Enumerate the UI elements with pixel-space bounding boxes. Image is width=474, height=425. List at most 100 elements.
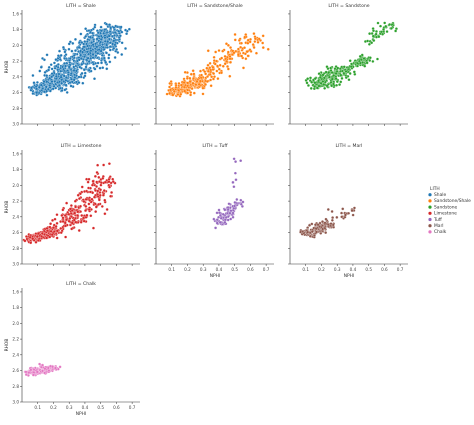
data-point [105, 51, 108, 55]
data-point [48, 84, 52, 88]
data-point [358, 54, 362, 58]
data-point [91, 31, 95, 35]
scatter-points [165, 32, 270, 98]
data-point [108, 48, 112, 52]
data-point [336, 66, 340, 70]
y-axis-label: RHOB [4, 201, 10, 214]
data-point [191, 81, 195, 85]
data-point [76, 193, 80, 197]
data-point [43, 70, 47, 74]
x-tick-label: 0.6 [381, 267, 388, 272]
data-point [48, 225, 52, 229]
x-tick-label: 0.7 [263, 267, 270, 272]
data-point [42, 80, 46, 84]
data-point [217, 208, 221, 212]
data-point [228, 57, 232, 61]
x-tick-label: 0.6 [113, 405, 120, 410]
data-point [351, 213, 355, 217]
data-point [223, 62, 227, 66]
data-point [252, 46, 256, 50]
data-point [220, 71, 223, 75]
data-point [108, 185, 111, 189]
data-point [215, 211, 219, 215]
data-point [347, 78, 351, 82]
data-point [74, 220, 78, 224]
data-point [35, 87, 38, 91]
x-tick-label: 0.4 [350, 267, 357, 272]
data-point [67, 42, 71, 46]
data-point [100, 204, 104, 208]
x-tick-label: 0.4 [216, 267, 223, 272]
data-point [165, 92, 169, 96]
data-point [112, 46, 116, 50]
data-point [323, 221, 327, 225]
data-point [81, 81, 85, 85]
data-point [332, 74, 336, 77]
data-point [172, 89, 176, 93]
facet-panel-sandstone: LITH = Sandstone [288, 3, 408, 126]
legend-marker [428, 217, 432, 222]
data-point [51, 226, 55, 230]
data-point [340, 211, 344, 215]
data-point [323, 86, 327, 90]
data-point [99, 37, 103, 41]
data-point [82, 45, 86, 49]
data-point [87, 68, 91, 72]
data-point [73, 37, 77, 41]
data-point [226, 43, 230, 47]
data-point [322, 76, 326, 80]
data-point [324, 231, 328, 235]
data-point [321, 227, 325, 231]
data-point [204, 72, 208, 76]
data-point [365, 61, 369, 65]
data-point [186, 81, 190, 85]
panel-title: LITH = Sandstone [328, 3, 369, 9]
data-point [192, 91, 196, 95]
data-point [52, 84, 56, 88]
data-point [225, 59, 229, 63]
data-point [83, 55, 87, 59]
data-point [67, 65, 71, 69]
data-point [334, 77, 338, 81]
data-point [111, 42, 115, 46]
data-point [49, 63, 53, 67]
data-point [55, 229, 59, 233]
data-point [218, 63, 222, 67]
data-point [77, 229, 81, 232]
data-point [45, 53, 49, 57]
data-point [226, 67, 230, 71]
data-point [246, 41, 250, 45]
data-point [67, 219, 71, 223]
data-point [59, 75, 63, 79]
data-point [358, 61, 362, 65]
data-point [95, 170, 99, 174]
data-point [117, 29, 121, 33]
data-point [313, 223, 317, 227]
data-point [44, 85, 48, 89]
data-point [324, 70, 328, 74]
data-point [326, 207, 330, 211]
y-tick-label: 1.8 [12, 305, 19, 310]
data-point [107, 162, 111, 166]
data-point [87, 52, 91, 56]
data-point [120, 30, 124, 34]
data-point [87, 208, 91, 212]
data-point [349, 65, 353, 69]
legend-marker [428, 205, 432, 209]
data-point [201, 86, 205, 90]
data-point [231, 215, 235, 219]
data-point [334, 71, 338, 75]
data-point [248, 37, 252, 41]
data-point [41, 369, 45, 373]
data-point [215, 69, 219, 73]
data-point [51, 365, 55, 369]
x-axis-label: NPHI [210, 273, 221, 279]
data-point [99, 188, 103, 192]
data-point [224, 42, 228, 46]
x-tick-label: 0.1 [34, 405, 41, 410]
y-tick-label: 2.0 [12, 321, 19, 326]
legend-title: LITH [430, 186, 440, 192]
data-point [228, 74, 232, 78]
data-point [79, 204, 82, 208]
data-point [317, 84, 321, 88]
